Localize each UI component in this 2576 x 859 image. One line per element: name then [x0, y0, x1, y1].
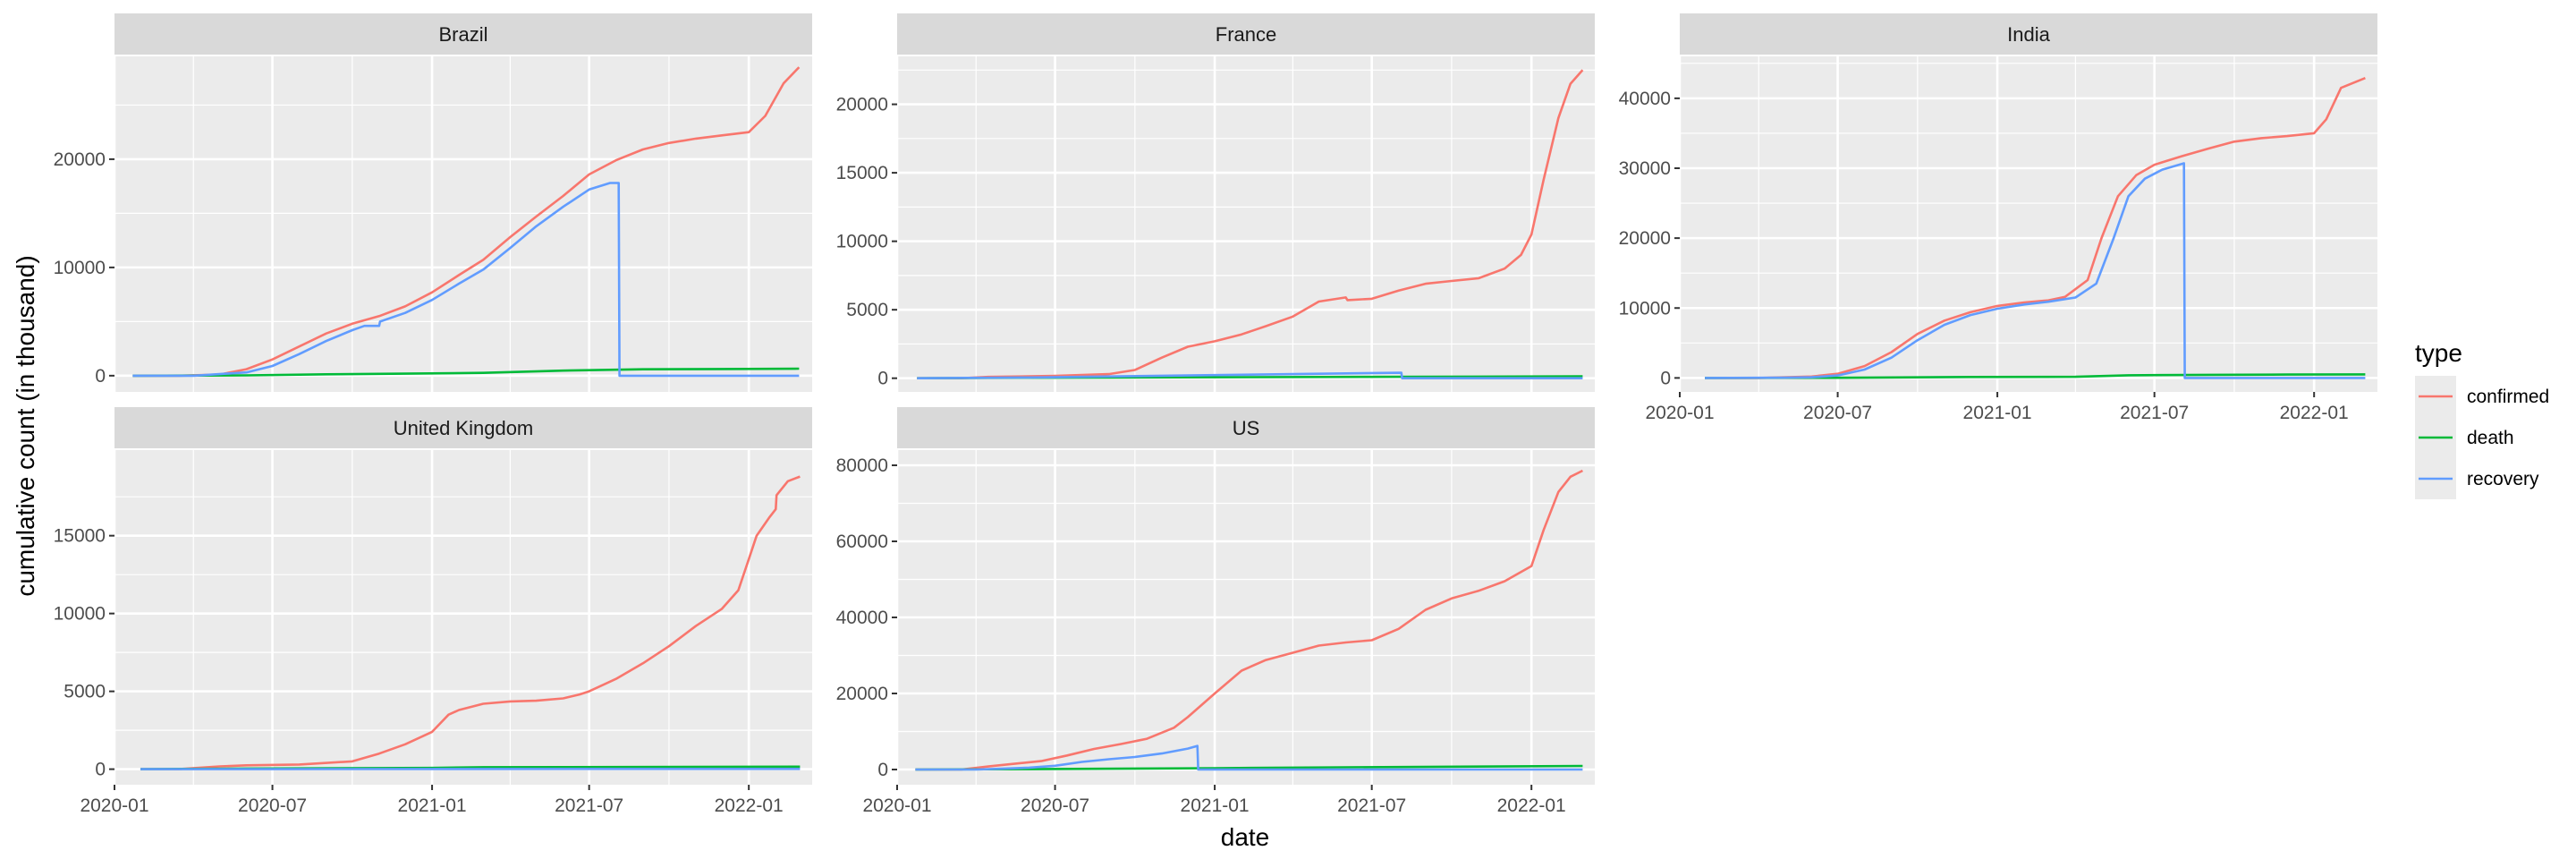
x-tick-label: 2020-01 [1645, 403, 1714, 423]
y-tick-label: 20000 [836, 95, 888, 115]
y-tick-label: 10000 [836, 232, 888, 252]
panel-background [114, 56, 812, 392]
y-tick-label: 40000 [836, 608, 888, 628]
x-tick-label: 2022-01 [1497, 795, 1566, 816]
strip-united-kingdom [114, 407, 812, 448]
series-line-india-confirmed [1705, 76, 2366, 379]
legend-label: death [2467, 428, 2514, 448]
y-tick-label: 5000 [846, 300, 888, 320]
y-tick-label: 15000 [54, 526, 106, 547]
series-line-us-recovery [915, 744, 1583, 771]
legend-label: confirmed [2467, 387, 2549, 407]
strip-label-france: France [1216, 23, 1276, 46]
y-tick-label: 10000 [54, 258, 106, 278]
series-line-india-recovery [1705, 162, 2366, 379]
series-line-france-recovery [917, 371, 1583, 380]
y-tick-label: 40000 [1619, 89, 1671, 109]
x-tick-label: 2022-01 [2280, 403, 2349, 423]
y-tick-label: 0 [95, 760, 106, 780]
panel-background [1680, 56, 2377, 392]
x-tick-label: 2020-01 [80, 795, 148, 816]
y-tick-label: 60000 [836, 532, 888, 552]
strip-label-us: US [1233, 417, 1260, 439]
y-tick-label: 5000 [64, 682, 106, 702]
panel-france: France 0 5000 10000 15000 20000 [836, 13, 1595, 392]
x-tick-label: 2021-01 [1963, 403, 2032, 423]
y-tick-label: 10000 [54, 604, 106, 625]
legend-label: recovery [2467, 469, 2539, 489]
legend-item-recovery: recovery [2415, 458, 2539, 499]
x-tick-label: 2022-01 [715, 795, 784, 816]
strip-us [897, 407, 1595, 448]
strip-label-united-kingdom: United Kingdom [394, 417, 534, 439]
y-tick-label: 20000 [1619, 228, 1671, 249]
series-line-brazil-confirmed [132, 66, 801, 378]
strip-brazil [114, 13, 812, 55]
x-tick-label: 2021-07 [555, 795, 623, 816]
series-line-united-kingdom-confirmed [140, 475, 801, 770]
legend-title: type [2415, 339, 2462, 367]
series-line-france-confirmed [917, 69, 1584, 380]
x-tick-label: 2021-07 [1337, 795, 1406, 816]
panel-us: US 0 20000 40000 60000 80000 2020-01 2020-07 202… [836, 407, 1595, 816]
strip-india [1680, 13, 2377, 55]
panel-background [897, 56, 1595, 392]
y-tick-label: 0 [877, 369, 888, 389]
x-tick-label: 2021-01 [1181, 795, 1250, 816]
strip-label-india: India [2007, 23, 2050, 46]
x-tick-label: 2021-01 [398, 795, 467, 816]
y-tick-label: 0 [877, 760, 888, 780]
legend-item-confirmed: confirmed [2415, 376, 2549, 417]
y-tick-label: 15000 [836, 163, 888, 183]
x-tick-label: 2020-07 [1803, 403, 1872, 423]
y-tick-label: 0 [1660, 368, 1671, 388]
series-line-us-confirmed [915, 469, 1583, 771]
y-tick-label: 20000 [836, 684, 888, 704]
x-tick-label: 2020-01 [862, 795, 931, 816]
series-line-brazil-recovery [132, 182, 800, 378]
x-tick-label: 2021-07 [2120, 403, 2189, 423]
panel-brazil: Brazil 0 10000 20000 [54, 13, 812, 392]
legend-item-death: death [2415, 417, 2514, 458]
y-tick-label: 0 [95, 366, 106, 387]
y-tick-label: 10000 [1619, 298, 1671, 319]
series-line-brazil-death [132, 367, 800, 378]
x-tick-label: 2020-07 [1021, 795, 1089, 816]
x-axis-title: date [1221, 823, 1270, 851]
x-tick-label: 2020-07 [238, 795, 307, 816]
legend: type confirmed death recovery [2415, 339, 2549, 499]
series-line-india-death [1705, 373, 2366, 379]
panel-india: India 0 10000 20000 30000 40000 2020-01 2020-07… [1619, 13, 2377, 423]
y-axis-title: cumulative count (in thousand) [12, 255, 39, 596]
strip-label-brazil: Brazil [438, 23, 487, 46]
panel-background [114, 450, 812, 785]
facet-panels: Brazil 0 10000 20000 France 0 5000 10000 15000 20… [54, 13, 2377, 816]
panel-united-kingdom: United Kingdom 0 5000 10000 15000 2020-01 2020… [54, 407, 812, 816]
y-tick-label: 20000 [54, 149, 106, 170]
strip-france [897, 13, 1595, 55]
y-tick-label: 30000 [1619, 158, 1671, 179]
y-tick-label: 80000 [836, 455, 888, 476]
